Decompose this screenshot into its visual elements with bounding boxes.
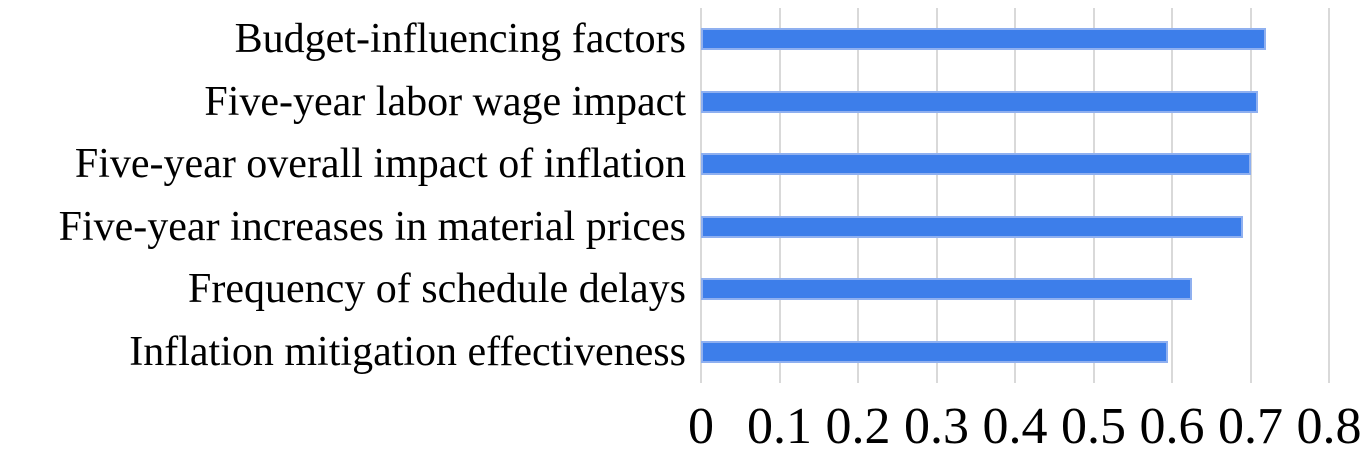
bar-row	[701, 8, 1329, 71]
x-tick-label: 0.3	[904, 398, 969, 455]
category-label: Five-year overall impact of inflation	[74, 141, 686, 188]
bar	[701, 278, 1192, 301]
x-tick-label: 0.6	[1139, 398, 1205, 455]
category-label: Budget-influencing factors	[234, 16, 686, 63]
x-tick-label: 0.8	[1296, 398, 1362, 455]
x-tick-label: 0.1	[747, 398, 812, 455]
gridline	[1171, 8, 1173, 383]
x-axis: 0 0.1 0.2 0.3 0.4 0.5 0.6 0.7 0.8	[688, 398, 1362, 458]
bar-row	[701, 71, 1329, 134]
x-tick-label: 0.5	[1061, 398, 1126, 455]
plot-area	[700, 8, 1330, 384]
bar-row	[701, 258, 1329, 321]
x-tick-label: 0.4	[982, 398, 1048, 455]
gridline	[1014, 8, 1016, 383]
bar-row	[701, 321, 1329, 384]
bar-row	[701, 196, 1329, 259]
x-tick-label: 0.7	[1218, 398, 1283, 455]
x-tick-label: 0	[688, 398, 714, 455]
gridline	[1092, 8, 1095, 383]
gridline	[857, 8, 859, 383]
gridline	[778, 8, 781, 383]
category-label: Five-year labor wage impact	[204, 78, 686, 125]
category-label: Frequency of schedule delays	[188, 266, 686, 313]
bar	[701, 153, 1251, 176]
gridline	[1249, 8, 1252, 383]
bar	[701, 90, 1259, 113]
bar	[701, 340, 1169, 363]
gridline	[700, 8, 702, 383]
bar	[701, 215, 1243, 238]
category-label: Five-year increases in material prices	[58, 203, 686, 250]
bar	[701, 28, 1267, 51]
x-tick-label: 0.2	[825, 398, 891, 455]
gridline	[1328, 8, 1330, 383]
gridline	[935, 8, 938, 383]
bar-row	[701, 133, 1329, 196]
category-label: Inflation mitigation effectiveness	[129, 328, 686, 375]
category-labels: Budget-influencing factors Five-year labo…	[0, 8, 688, 383]
